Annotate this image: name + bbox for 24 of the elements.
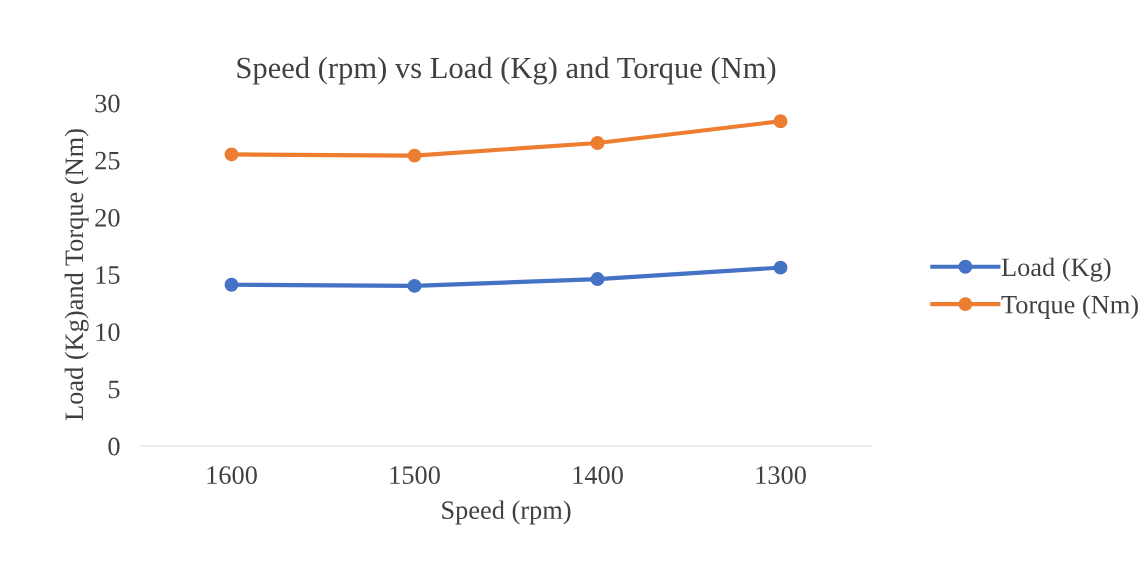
y-tick-label: 10 bbox=[96, 323, 120, 342]
point bbox=[590, 136, 605, 150]
x-tick-label: 1500 bbox=[390, 466, 440, 485]
y-tick-label: 0 bbox=[108, 437, 120, 456]
point bbox=[224, 277, 239, 292]
legend-label: Load (Kg) bbox=[1001, 257, 1111, 282]
point bbox=[224, 147, 239, 162]
y-axis-title: Load (Kg)and Torque (Nm) bbox=[64, 129, 89, 421]
y-tick-label: 20 bbox=[95, 208, 120, 227]
point bbox=[407, 278, 422, 293]
point bbox=[773, 114, 788, 129]
y-tick-label: 25 bbox=[95, 151, 120, 170]
y-tick-label: 30 bbox=[95, 94, 120, 113]
point bbox=[773, 260, 788, 275]
point bbox=[407, 148, 422, 163]
x-tick-label: 1600 bbox=[207, 466, 257, 485]
y-tick-label: 5 bbox=[108, 380, 120, 399]
x-tick-label: 1300 bbox=[756, 466, 806, 485]
x-axis-title: Speed (rpm) bbox=[442, 500, 571, 525]
x-tick-label: 1400 bbox=[573, 466, 623, 485]
chart-title: Speed (rpm) vs Load (Kg) and Torque (Nm) bbox=[237, 56, 776, 85]
legend-label: Torque (Nm) bbox=[1001, 295, 1138, 319]
point bbox=[590, 272, 605, 287]
y-tick-label: 15 bbox=[96, 266, 120, 284]
